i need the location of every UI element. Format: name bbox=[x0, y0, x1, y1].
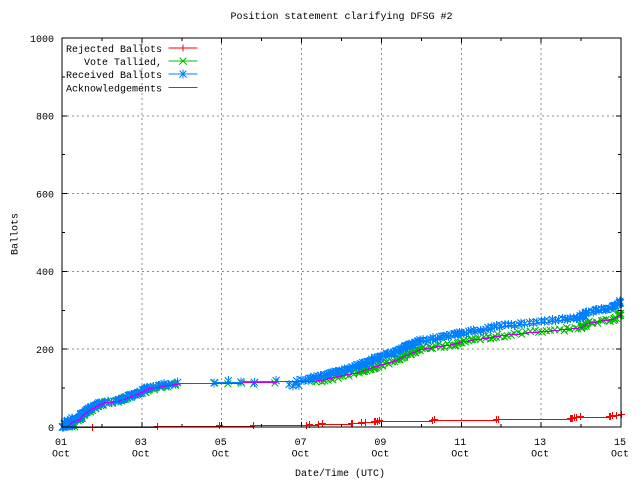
svg-text:Oct: Oct bbox=[611, 450, 629, 461]
svg-text:Acknowledgements: Acknowledgements bbox=[66, 83, 162, 95]
svg-text:13: 13 bbox=[534, 438, 546, 449]
svg-text:Oct: Oct bbox=[531, 450, 549, 461]
svg-text:07: 07 bbox=[295, 438, 307, 449]
svg-text:Date/Time (UTC): Date/Time (UTC) bbox=[295, 468, 385, 480]
svg-text:Vote Tallied,: Vote Tallied, bbox=[84, 57, 162, 69]
svg-text:Oct: Oct bbox=[52, 450, 70, 461]
svg-text:Oct: Oct bbox=[212, 450, 230, 461]
svg-text:0: 0 bbox=[48, 424, 54, 435]
svg-text:1000: 1000 bbox=[30, 35, 54, 46]
svg-text:Received Ballots: Received Ballots bbox=[66, 70, 162, 82]
svg-text:15: 15 bbox=[614, 438, 626, 449]
svg-text:Oct: Oct bbox=[292, 450, 310, 461]
svg-text:Oct: Oct bbox=[371, 450, 389, 461]
svg-text:Rejected Ballots: Rejected Ballots bbox=[66, 44, 162, 56]
svg-text:Oct: Oct bbox=[132, 450, 150, 461]
svg-text:400: 400 bbox=[36, 268, 54, 279]
svg-text:Ballots: Ballots bbox=[10, 213, 22, 255]
svg-text:200: 200 bbox=[36, 346, 54, 357]
svg-text:800: 800 bbox=[36, 113, 54, 124]
svg-text:03: 03 bbox=[135, 438, 147, 449]
svg-text:600: 600 bbox=[36, 190, 54, 201]
svg-text:09: 09 bbox=[374, 438, 386, 449]
svg-text:11: 11 bbox=[454, 438, 466, 449]
svg-text:01: 01 bbox=[55, 438, 67, 449]
svg-text:05: 05 bbox=[215, 438, 227, 449]
svg-text:Position statement clarifying: Position statement clarifying DFSG #2 bbox=[230, 11, 452, 23]
svg-text:Oct: Oct bbox=[451, 450, 469, 461]
